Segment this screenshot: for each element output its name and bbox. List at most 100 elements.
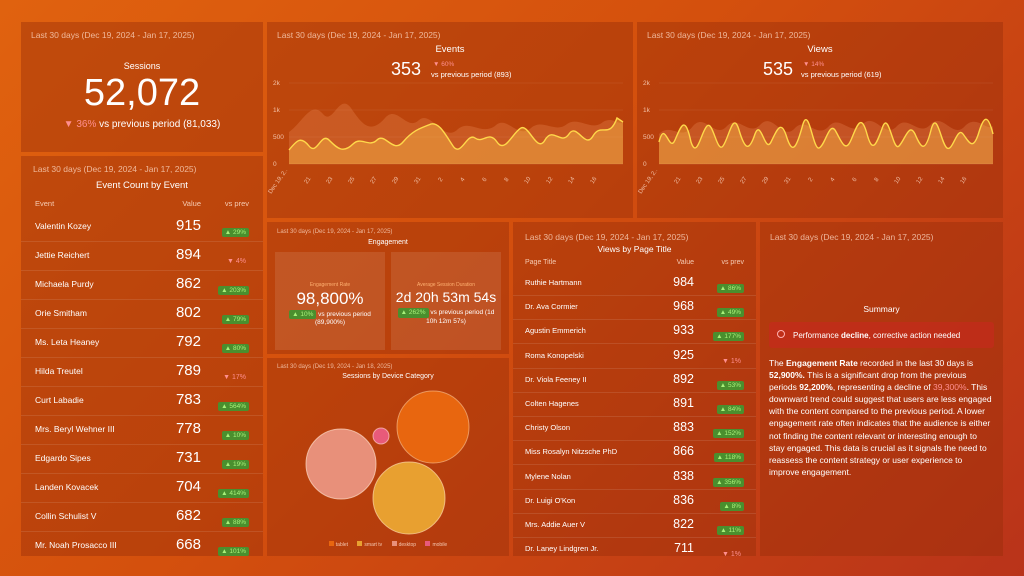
change-badge-up: ▲ 414%	[218, 489, 249, 498]
table-row[interactable]: Christy Olson 883 ▲ 152%	[513, 416, 756, 442]
device-title: Sessions by Device Category	[342, 373, 434, 380]
table-row[interactable]: Collin Schulist V 682 ▲ 88%	[21, 502, 263, 532]
change-badge-up: ▲ 53%	[716, 380, 744, 390]
row-value: 968	[673, 299, 694, 314]
table-row[interactable]: Miss Rosalyn Nitzsche PhD 866 ▲ 118%	[513, 440, 756, 466]
legend-item-smart-tv[interactable]: smart tv	[357, 541, 382, 548]
row-name: Mrs. Addie Auer V	[525, 520, 586, 529]
prev-col-header: vs prev	[721, 259, 744, 266]
table-row[interactable]: Curt Labadie 783 ▲ 564%	[21, 386, 263, 416]
table-row[interactable]: Mrs. Beryl Wehner III 778 ▲ 10%	[21, 415, 263, 445]
row-change: ▲ 118%	[713, 446, 744, 464]
views-page-title: Views by Page Title	[597, 244, 672, 254]
row-name: Agustin Emmerich	[525, 326, 586, 336]
table-row[interactable]: Jettie Reichert 894 ▼ 4%	[21, 241, 263, 271]
row-value: 802	[175, 304, 201, 321]
table-row[interactable]: Mylene Nolan 838 ▲ 356%	[513, 465, 756, 490]
bubble-desktop	[305, 428, 377, 500]
table-row[interactable]: Valentin Kozey 915 ▲ 29%	[21, 212, 263, 242]
table-row[interactable]: Dr. Laney Lindgren Jr. 711 ▼ 1%	[513, 537, 756, 556]
row-name: Landen Kovacek	[35, 482, 99, 492]
row-value: 836	[673, 492, 694, 507]
row-name: Dr. Laney Lindgren Jr.	[525, 544, 599, 554]
row-change: ▲ 79%	[221, 308, 249, 326]
events-xtick: 29	[392, 176, 401, 185]
events-xtick: 16	[590, 176, 599, 185]
row-value: 783	[175, 391, 201, 408]
views-period: Last 30 days (Dec 19, 2024 - Jan 17, 202…	[647, 30, 811, 40]
change-badge-down: ▼ 1%	[722, 357, 741, 365]
change-badge-up: ▲ 152%	[713, 429, 744, 439]
table-row[interactable]: Dr. Ava Cormier 968 ▲ 49%	[513, 295, 756, 321]
table-row[interactable]: Roma Konopelski 925 ▼ 1%	[513, 344, 756, 369]
events-ytick: 1k	[273, 107, 281, 114]
table-row[interactable]: Edgardo Sipes 731 ▲ 19%	[21, 444, 263, 474]
row-value: 711	[674, 541, 694, 556]
table-row[interactable]: Colten Hagenes 891 ▲ 84%	[513, 392, 756, 417]
change-badge-up: ▲ 86%	[716, 284, 744, 293]
value-col-header: Value	[182, 199, 201, 208]
views-xtick: 10	[894, 176, 903, 185]
event-col-header: Event	[35, 199, 55, 208]
table-row[interactable]: Michaela Purdy 862 ▲ 203%	[21, 270, 263, 300]
change-badge-up: ▲ 101%	[218, 547, 249, 556]
summary-period: Last 30 days (Dec 19, 2024 - Jan 17, 202…	[770, 232, 934, 242]
row-change: ▲ 80%	[221, 337, 249, 355]
table-row[interactable]: Hilda Treutel 789 ▼ 17%	[21, 357, 263, 387]
row-value: 891	[673, 396, 694, 410]
bubble-smart-tv	[372, 461, 446, 535]
row-value: 704	[175, 478, 201, 495]
change-badge-up: ▲ 177%	[713, 332, 744, 342]
row-change: ▲ 84%	[716, 398, 744, 416]
table-row[interactable]: Dr. Luigi O'Kon 836 ▲ 8%	[513, 489, 756, 514]
bubble-tablet	[396, 390, 470, 464]
row-name: Collin Schulist V	[35, 511, 97, 521]
events-xtick: 4	[460, 176, 467, 183]
row-value: 892	[673, 371, 694, 386]
events-area-chart: 2k 1k 500 0 Dec 19, 2.. 21 23 25 27 29 3…	[268, 80, 624, 195]
sessions-change-line: ▼ 36% vs previous period (81,033)	[21, 119, 263, 130]
views-xtick: 6	[852, 176, 859, 183]
legend-item-mobile[interactable]: mobile	[425, 541, 447, 548]
table-row[interactable]: Mr. Noah Prosacco III 668 ▲ 101%	[21, 531, 263, 556]
row-change: ▲ 19%	[221, 453, 249, 471]
views-change: ▼ 14%	[803, 61, 825, 68]
row-value: 792	[175, 333, 201, 350]
views-ytick: 1k	[643, 107, 651, 114]
row-change: ▲ 356%	[713, 471, 744, 489]
summary-title: Summary	[863, 304, 900, 314]
views-page-period: Last 30 days (Dec 19, 2024 - Jan 17, 202…	[525, 232, 689, 242]
table-row[interactable]: Mrs. Addie Auer V 822 ▲ 11%	[513, 513, 756, 538]
device-bubble-chart	[305, 390, 470, 535]
row-change: ▼ 1%	[719, 543, 744, 556]
sessions-title: Sessions	[123, 61, 161, 71]
table-row[interactable]: Ruthie Hartmann 984 ▲ 86%	[513, 271, 756, 296]
engagement-rate-change: ▲ 10%	[289, 310, 317, 319]
row-name: Miss Rosalyn Nitzsche PhD	[525, 447, 618, 457]
session-duration-change-line: ▲ 262% vs previous period (1d 10h 12m 57…	[393, 308, 499, 326]
table-row[interactable]: Orie Smitham 802 ▲ 79%	[21, 299, 263, 329]
change-badge-up: ▲ 29%	[221, 228, 249, 237]
events-xtick: 23	[326, 176, 335, 185]
views-card: Last 30 days (Dec 19, 2024 - Jan 17, 202…	[637, 22, 1003, 218]
events-title: Events	[435, 44, 465, 55]
row-change: ▲ 11%	[717, 519, 744, 537]
legend-item-desktop[interactable]: desktop	[391, 541, 416, 548]
engagement-period: Last 30 days (Dec 19, 2024 - Jan 17, 202…	[277, 229, 393, 235]
table-row[interactable]: Agustin Emmerich 933 ▲ 177%	[513, 319, 756, 345]
row-value: 731	[175, 449, 201, 466]
legend-item-tablet[interactable]: tablet	[328, 541, 348, 548]
table-row[interactable]: Dr. Viola Feeney II 892 ▲ 53%	[513, 368, 756, 393]
views-xtick: 27	[740, 176, 749, 185]
bubble-mobile	[372, 427, 390, 445]
device-legend: tablet smart tv desktop mobile	[267, 541, 509, 548]
row-value: 915	[175, 217, 201, 234]
table-row[interactable]: Ms. Leta Heaney 792 ▲ 80%	[21, 328, 263, 358]
table-row[interactable]: Landen Kovacek 704 ▲ 414%	[21, 473, 263, 503]
row-change: ▲ 177%	[713, 325, 744, 343]
views-previous-area	[659, 120, 993, 164]
engagement-rate-compare: vs previous period (89,900%)	[315, 311, 371, 326]
events-ytick: 0	[273, 161, 277, 168]
views-page-card: Last 30 days (Dec 19, 2024 - Jan 17, 202…	[513, 222, 756, 556]
event-count-title: Event Count by Event	[96, 180, 188, 191]
